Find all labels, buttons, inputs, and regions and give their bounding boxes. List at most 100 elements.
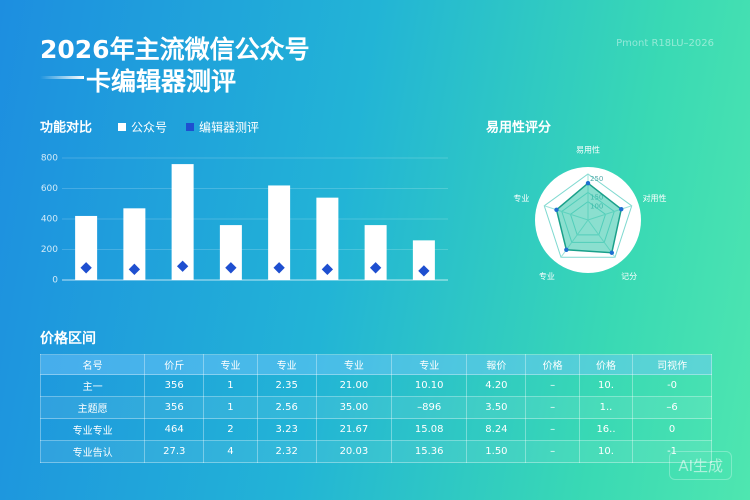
table-cell: 10. <box>578 440 634 463</box>
header-cell: 专业 <box>203 354 258 375</box>
table-cell: 10.10 <box>391 374 468 397</box>
marker <box>321 263 334 275</box>
y-tick-label: 600 <box>41 184 58 194</box>
marker <box>273 262 285 274</box>
table-cell: 21.67 <box>315 418 393 441</box>
y-tick-label: 0 <box>52 276 58 286</box>
axis-label: 记分 <box>621 272 637 281</box>
bar <box>316 197 339 280</box>
bar <box>171 164 194 280</box>
table-row: 主一 356 1 2.35 21.00 10.10 4.20–10. -0 <box>39 374 712 397</box>
table-cell: –896 <box>391 396 468 419</box>
marker <box>369 262 382 274</box>
title-accent <box>40 76 84 79</box>
radar-area <box>555 182 623 254</box>
y-tick-label: 200 <box>41 245 58 255</box>
header-cell: 价格 <box>525 354 580 375</box>
table-cell: –6 <box>632 396 712 419</box>
marker <box>418 265 430 277</box>
legend-swatch <box>118 123 126 131</box>
marker <box>176 260 189 272</box>
legend-label: 公众号 <box>131 121 167 135</box>
table-row: 专业告认 27.3 4 2.32 20.03 15.36 1.50–10. -1 <box>39 440 712 463</box>
table-cell: 1.50 <box>466 440 527 463</box>
table-cell: – <box>525 396 580 419</box>
price-table: 名号 价斤 专业 专业 专业 专业 報价 价格 价格 司视作 主一 356 1 2.35 21.00 10.1… <box>39 354 712 463</box>
table-cell: 2.32 <box>256 440 317 463</box>
axis-label: 专业 <box>539 271 555 281</box>
radar-point <box>554 207 559 212</box>
table-cell: 主一 <box>39 374 146 397</box>
marker <box>128 263 141 275</box>
axis-label: 对用性 <box>643 193 667 203</box>
table-cell: -0 <box>632 374 712 397</box>
header-row: 名号 价斤 专业 专业 专业 专业 報价 价格 价格 司视作 <box>39 354 712 375</box>
radar-point <box>585 181 591 186</box>
radar-ring <box>543 173 633 258</box>
bar <box>123 208 146 280</box>
table-cell: 1 <box>203 396 258 419</box>
table-cell: 356 <box>144 374 205 397</box>
table-cell: 1 <box>203 374 258 397</box>
radar-point <box>609 250 614 255</box>
tag: Pmont R18LU–2026 <box>616 38 714 49</box>
watermark: AI生成 <box>669 451 732 480</box>
bar <box>219 225 242 280</box>
axis-label: 专业 <box>513 193 529 203</box>
table-cell: 1.. <box>578 396 634 419</box>
chart-title: 易用性评分 <box>486 120 551 136</box>
header-cell: 专业 <box>256 354 317 375</box>
header-cell: 专业 <box>391 354 468 375</box>
bar <box>268 185 291 280</box>
table-title: 价格区间 <box>40 331 96 347</box>
legend-label: 编辑器测评 <box>199 120 259 135</box>
header-cell: 司视作 <box>632 354 712 375</box>
table-cell: – <box>525 374 580 397</box>
radar-point <box>619 206 624 212</box>
table-cell: 27.3 <box>144 440 205 463</box>
y-tick-label: 800 <box>41 154 58 164</box>
table-cell: 15.36 <box>391 440 468 463</box>
table-cell: 专业告认 <box>39 440 146 463</box>
y-tick-label: 400 <box>41 215 58 225</box>
table-cell: 2 <box>203 418 258 441</box>
bar <box>75 215 98 280</box>
table-cell: 464 <box>144 418 205 441</box>
table-cell: – <box>525 440 580 463</box>
header-cell: 報价 <box>466 354 527 375</box>
table-cell: 0 <box>632 418 712 441</box>
header-cell: 名号 <box>39 354 146 375</box>
header-cell: 价斤 <box>144 354 205 375</box>
table-cell: – <box>525 418 580 441</box>
table-cell: 专业专业 <box>39 418 146 441</box>
table-cell: 4.20 <box>466 374 527 397</box>
table-cell: 2.35 <box>256 374 317 397</box>
bar <box>412 240 435 280</box>
table-cell: 4 <box>203 440 258 463</box>
charts: 功能对比公众号编辑器测评0200400600800易用性评分100150250易… <box>40 120 667 286</box>
header-cell: 专业 <box>315 354 393 375</box>
subtitle: 卡编辑器测评 <box>86 67 237 96</box>
chart-title: 功能对比 <box>40 120 92 136</box>
table-cell: 3.23 <box>256 418 317 441</box>
header-cell: 价格 <box>578 354 634 375</box>
table-cell: 356 <box>144 396 205 419</box>
table-cell: 2.56 <box>256 396 317 419</box>
table-cell: 3.50 <box>466 396 527 419</box>
axis-label: 易用性 <box>576 145 600 155</box>
radar-point <box>564 247 569 252</box>
title: 2026年主流微信公众号 <box>40 35 310 64</box>
bar <box>364 225 387 280</box>
table-row: 主题愿 356 1 2.56 35.00 –896 3.50–1.. –6 <box>39 396 712 419</box>
table-cell: 10. <box>578 374 634 397</box>
table-row: 专业专业 464 2 3.23 21.67 15.08 8.24–16.. 0 <box>39 418 712 441</box>
table-cell: 35.00 <box>315 396 393 419</box>
table-cell: 16.. <box>578 418 634 441</box>
marker <box>225 262 237 274</box>
r-tick-label: 250 <box>590 175 603 183</box>
table-cell: 21.00 <box>315 374 393 397</box>
table-cell: 8.24 <box>466 418 527 441</box>
legend-swatch <box>186 123 195 131</box>
table-cell: 20.03 <box>315 440 393 463</box>
